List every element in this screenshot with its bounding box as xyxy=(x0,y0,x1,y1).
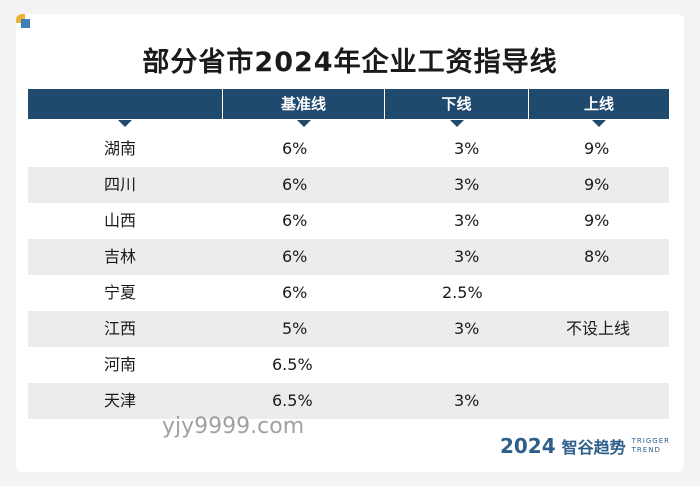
high-cell: 不设上线 xyxy=(566,319,631,338)
low-cell xyxy=(384,347,528,383)
table-row: 山西 6% 3% 9% xyxy=(28,203,669,239)
low-cell: 3% xyxy=(454,319,480,338)
page-title: 部分省市2024年企业工资指导线 xyxy=(142,47,558,78)
low-cell: 3% xyxy=(454,139,480,158)
province-cell: 宁夏 xyxy=(104,283,137,302)
low-cell: 3% xyxy=(454,175,480,194)
high-cell: 9% xyxy=(584,139,610,158)
province-cell: 四川 xyxy=(104,175,137,194)
logo-brand: 智谷趋势 xyxy=(561,438,626,457)
watermark-text: yjy9999.com xyxy=(162,414,305,439)
table-row: 河南 6.5% xyxy=(28,347,669,383)
table-row: 天津 6.5% 3% xyxy=(28,383,669,419)
province-cell: 江西 xyxy=(104,319,137,338)
high-cell: 8% xyxy=(584,247,610,266)
logo-subtitle: TRIGGER TREND xyxy=(631,437,670,454)
header-cell-low: 下线 xyxy=(384,89,528,127)
header-cell-base: 基准线 xyxy=(222,89,384,127)
table-header: 基准线 下线 上线 xyxy=(28,89,669,127)
logo-year: 2024 xyxy=(499,434,556,458)
header-arrow-icon xyxy=(592,120,606,127)
base-cell: 6% xyxy=(282,247,308,266)
province-cell: 山西 xyxy=(104,211,137,230)
high-cell: 9% xyxy=(584,175,610,194)
table-body: 湖南 6% 3% 9% 四川 6% 3% 9% 山西 6% 3% 9% 吉林 6… xyxy=(28,131,669,419)
high-cell xyxy=(528,383,669,419)
content-card: 部分省市2024年企业工资指导线 基准线 下线 上线 湖南 6% 3% 9% 四… xyxy=(16,14,684,472)
low-cell: 3% xyxy=(454,391,480,410)
low-cell: 3% xyxy=(454,247,480,266)
wage-guideline-table: 基准线 下线 上线 湖南 6% 3% 9% 四川 6% 3% 9% 山西 6% … xyxy=(28,89,669,419)
base-cell: 5% xyxy=(282,319,308,338)
base-cell: 6% xyxy=(282,211,308,230)
trigger-trend-logo: 2024 智谷趋势 TRIGGER TREND xyxy=(500,434,670,458)
header-cell-high: 上线 xyxy=(528,89,669,127)
high-cell xyxy=(528,347,669,383)
header-arrow-icon xyxy=(449,120,464,127)
base-cell: 6% xyxy=(282,283,308,302)
table-row: 湖南 6% 3% 9% xyxy=(28,131,669,167)
base-cell: 6% xyxy=(282,175,308,194)
province-cell: 湖南 xyxy=(104,139,137,158)
high-cell xyxy=(528,275,669,311)
header-arrow-icon xyxy=(118,120,132,127)
header-cell-province xyxy=(28,89,222,127)
table-row: 四川 6% 3% 9% xyxy=(28,167,669,203)
high-cell: 9% xyxy=(584,211,610,230)
table-row: 宁夏 6% 2.5% xyxy=(28,275,669,311)
province-cell: 天津 xyxy=(104,391,137,410)
low-cell: 3% xyxy=(454,211,480,230)
table-row: 吉林 6% 3% 8% xyxy=(28,239,669,275)
base-cell: 6% xyxy=(282,139,308,158)
corner-decoration xyxy=(16,14,30,28)
table-row: 江西 5% 3% 不设上线 xyxy=(28,311,669,347)
base-cell: 6.5% xyxy=(272,391,313,410)
province-cell: 河南 xyxy=(104,355,137,374)
header-arrow-icon xyxy=(296,120,311,127)
base-cell: 6.5% xyxy=(272,355,313,374)
low-cell: 2.5% xyxy=(442,283,483,302)
province-cell: 吉林 xyxy=(104,247,137,266)
